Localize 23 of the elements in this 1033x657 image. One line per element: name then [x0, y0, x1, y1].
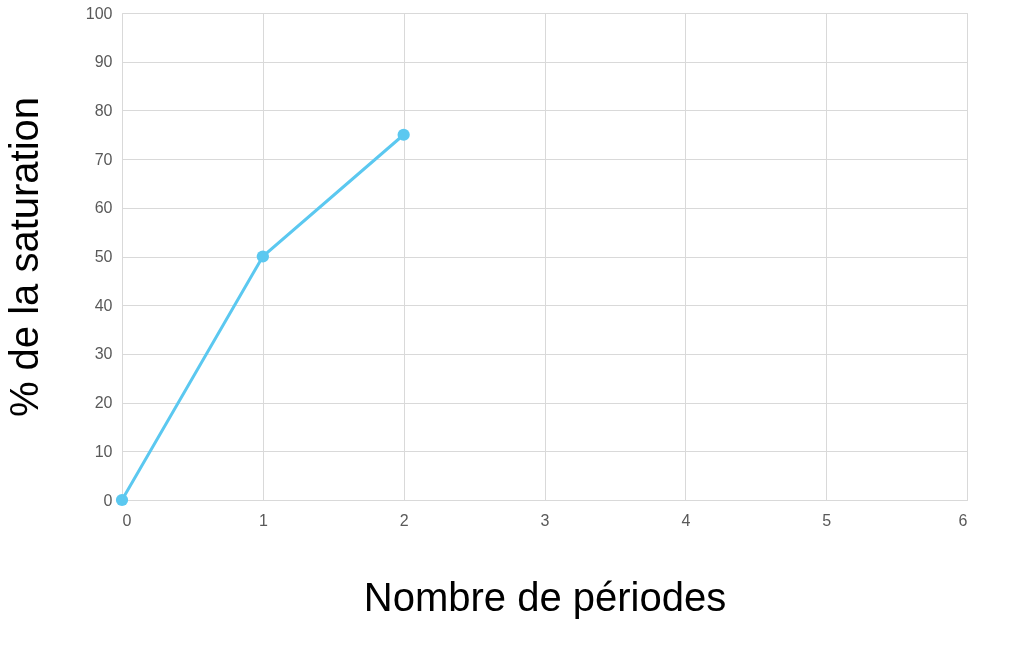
point — [115, 493, 129, 507]
point — [256, 250, 269, 263]
y-tick-label: 60 — [94, 199, 113, 217]
x-tick-label: 2 — [399, 511, 409, 529]
point — [397, 128, 410, 141]
x-tick-label: 1 — [258, 511, 268, 529]
x-tick-label: 5 — [822, 511, 832, 529]
y-tick-label: 40 — [94, 296, 113, 314]
y-axis-title: % de la saturation — [1, 96, 46, 418]
y-tick-label: 70 — [94, 150, 113, 168]
x-axis-title: Nombre de périodes — [363, 574, 727, 619]
x-tick-label: 3 — [540, 511, 550, 529]
y-tick-label: 20 — [94, 394, 113, 412]
y-tick-label: 10 — [94, 442, 113, 460]
y-tick-label: 90 — [94, 53, 113, 71]
y-tick-label: 100 — [85, 4, 113, 22]
x-tick-label: 0 — [122, 511, 132, 529]
x-tick-label: 6 — [958, 511, 968, 529]
y-tick-label: 80 — [94, 101, 113, 119]
x-tick-label: 4 — [681, 511, 691, 529]
y-tick-label: 50 — [94, 248, 113, 265]
y-tick-label: 0 — [103, 491, 113, 509]
y-tick-label: 30 — [94, 345, 113, 363]
